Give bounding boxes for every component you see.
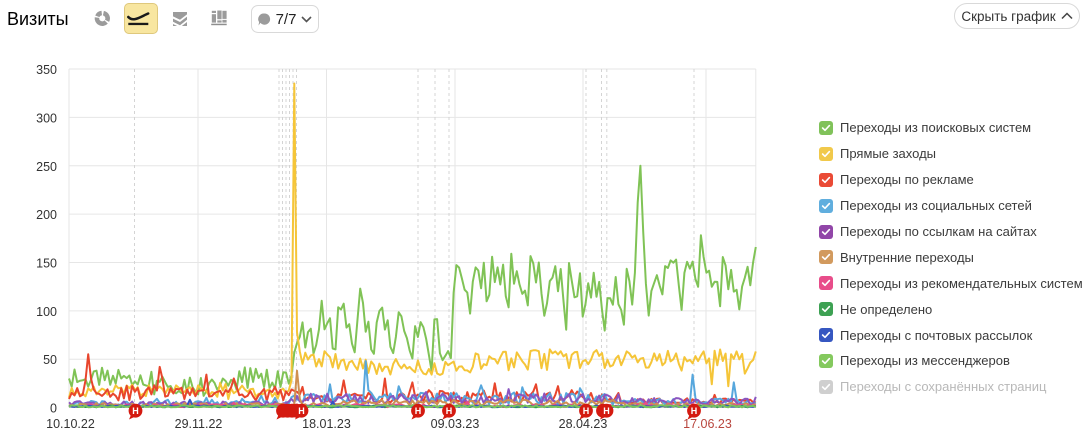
svg-text:29.11.22: 29.11.22: [175, 417, 223, 431]
svg-text:150: 150: [36, 257, 57, 271]
svg-text:0: 0: [50, 402, 57, 416]
svg-text:09.03.23: 09.03.23: [431, 417, 480, 431]
svg-text:350: 350: [36, 63, 57, 77]
svg-text:Н: Н: [603, 406, 610, 416]
svg-text:28.04.23: 28.04.23: [559, 417, 608, 431]
svg-text:Н: Н: [132, 406, 139, 416]
svg-text:10.10.22: 10.10.22: [46, 417, 95, 431]
svg-text:300: 300: [36, 111, 57, 125]
svg-text:200: 200: [36, 208, 57, 222]
svg-text:Н: Н: [691, 406, 698, 416]
svg-text:100: 100: [36, 305, 57, 319]
svg-text:18.01.23: 18.01.23: [302, 417, 351, 431]
svg-text:Н: Н: [583, 406, 590, 416]
svg-text:Н: Н: [415, 406, 422, 416]
svg-text:50: 50: [43, 353, 57, 367]
svg-text:Н: Н: [446, 406, 453, 416]
svg-text:17.06.23: 17.06.23: [683, 417, 732, 431]
svg-text:Н: Н: [298, 406, 305, 416]
svg-text:250: 250: [36, 160, 57, 174]
